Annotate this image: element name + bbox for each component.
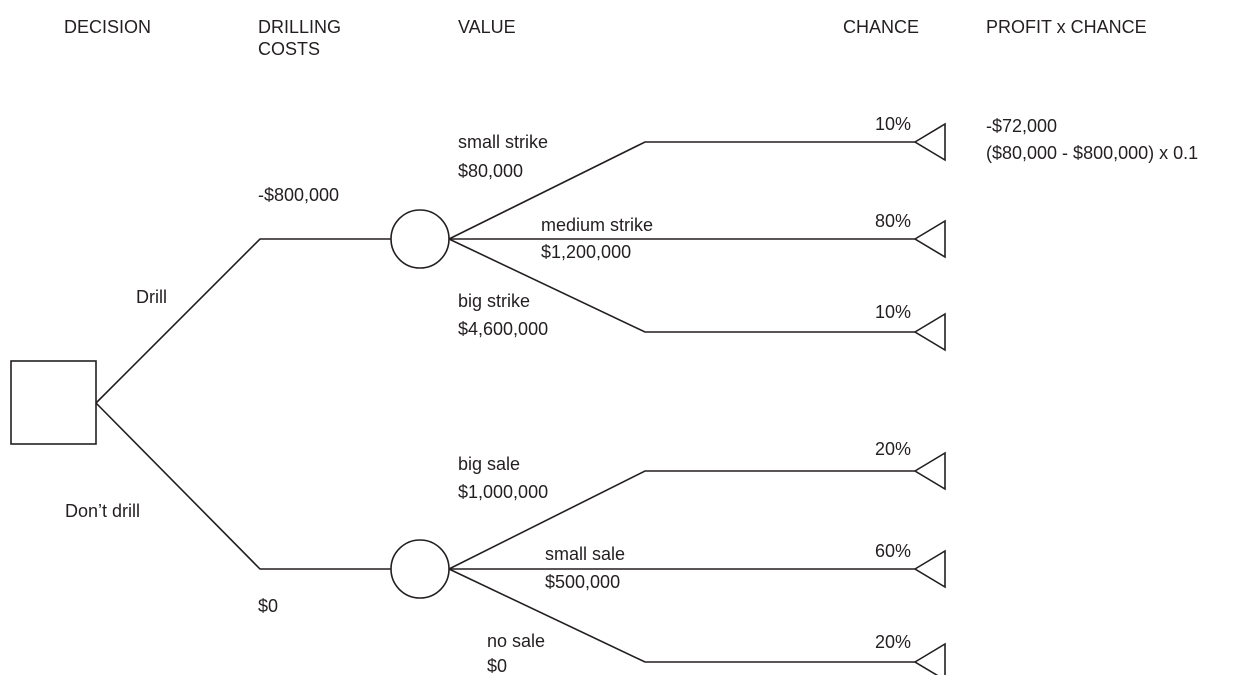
outcome-name: big strike [458,291,530,311]
outcome-value: $500,000 [545,572,620,592]
cost-label: $0 [258,596,278,616]
column-header: DECISION [64,17,151,37]
outcome-value: $0 [487,656,507,675]
outcome-value: $4,600,000 [458,319,548,339]
end-node [913,549,946,589]
decision-node [10,360,97,445]
outcome-name: small sale [545,544,625,564]
outcome-value: $1,200,000 [541,242,631,262]
outcome-name: small strike [458,132,548,152]
chance-label: 20% [875,439,911,459]
chance-label: 20% [875,632,911,652]
chance-node [390,209,450,269]
decision-label: Don’t drill [65,501,140,521]
column-header: COSTS [258,39,320,59]
branch-line [95,238,391,404]
outcome-line [448,238,915,333]
chance-label: 10% [875,114,911,134]
outcome-name: big sale [458,454,520,474]
chance-label: 60% [875,541,911,561]
outcome-name: no sale [487,631,545,651]
cost-label: -$800,000 [258,185,339,205]
end-node [913,219,946,259]
outcome-name: medium strike [541,215,653,235]
outcome-line [448,470,915,570]
end-node [913,312,946,352]
end-node [913,451,946,491]
chance-node [390,539,450,599]
outcome-line [448,141,915,240]
annotation: -$72,000 [986,116,1057,136]
decision-label: Drill [136,287,167,307]
outcome-value: $1,000,000 [458,482,548,502]
column-header: CHANCE [843,17,919,37]
column-header: PROFIT x CHANCE [986,17,1147,37]
outcome-line [448,568,915,663]
outcome-value: $80,000 [458,161,523,181]
column-header: VALUE [458,17,516,37]
chance-label: 80% [875,211,911,231]
end-node [913,642,946,675]
column-header: DRILLING [258,17,341,37]
end-node [913,122,946,162]
chance-label: 10% [875,302,911,322]
branch-line [95,402,391,570]
annotation: ($80,000 - $800,000) x 0.1 [986,143,1198,163]
